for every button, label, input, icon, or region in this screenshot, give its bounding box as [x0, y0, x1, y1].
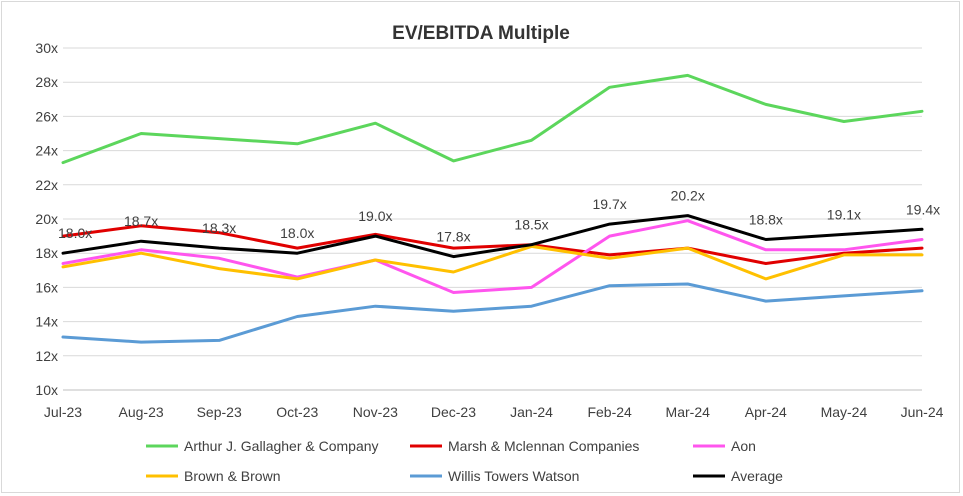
series-line-brown-brown: [61, 244, 924, 281]
x-tick-label: Jan-24: [510, 404, 553, 420]
series-line-marsh-mclennan-companies: [61, 224, 924, 265]
data-label: 18.0x: [58, 225, 92, 241]
data-label: 19.7x: [593, 196, 627, 212]
y-tick-label: 30x: [35, 40, 58, 56]
x-tick-label: Sep-23: [197, 404, 242, 420]
y-tick-label: 14x: [35, 314, 58, 330]
series-line-average: [61, 214, 924, 259]
legend-label: Brown & Brown: [184, 468, 280, 484]
y-tick-label: 22x: [35, 177, 58, 193]
data-labels: 18.0x 18.7x 18.3x 18.0x 19.0x 17.8x 18.5x 19.7x…: [58, 188, 940, 245]
y-tick-label: 12x: [35, 348, 58, 364]
y-tick-label: 26x: [35, 108, 58, 124]
legend-label: Arthur J. Gallagher & Company: [184, 438, 379, 454]
y-tick-label: 10x: [35, 382, 58, 398]
series-line-aon: [61, 219, 924, 294]
legend: Arthur J. Gallagher & Company Marsh & Mcl…: [146, 438, 783, 484]
y-tick-label: 20x: [35, 211, 58, 227]
y-tick-label: 16x: [35, 279, 58, 295]
legend-item: Brown & Brown: [146, 468, 280, 484]
legend-label: Willis Towers Watson: [448, 468, 579, 484]
legend-item: Arthur J. Gallagher & Company: [146, 438, 379, 454]
data-label: 17.8x: [436, 229, 470, 245]
y-tick-label: 24x: [35, 143, 58, 159]
legend-item: Aon: [693, 438, 756, 454]
x-tick-label: Mar-24: [666, 404, 711, 420]
y-tick-label: 28x: [35, 74, 58, 90]
x-tick-label: Feb-24: [587, 404, 632, 420]
legend-label: Average: [731, 468, 783, 484]
legend-label: Aon: [731, 438, 756, 454]
axes: 10x 12x 14x 16x 18x 20x 22x 24x 26x 28x 30x Jul-23 A…: [35, 40, 943, 420]
x-tick-label: May-24: [821, 404, 868, 420]
series-lines: [61, 73, 924, 344]
y-tick-label: 18x: [35, 245, 58, 261]
x-tick-label: Apr-24: [745, 404, 787, 420]
data-label: 19.1x: [827, 206, 861, 222]
data-label: 19.0x: [358, 208, 392, 224]
legend-item: Willis Towers Watson: [410, 468, 579, 484]
data-label: 18.8x: [749, 212, 783, 228]
series-line-arthur-j-gallagher-company: [61, 73, 924, 165]
series-line-willis-towers-watson: [61, 282, 924, 344]
x-tick-label: Aug-23: [119, 404, 164, 420]
x-tick-label: Jul-23: [44, 404, 82, 420]
x-tick-label: Nov-23: [353, 404, 398, 420]
data-label: 18.7x: [124, 213, 158, 229]
data-label: 20.2x: [671, 188, 705, 204]
data-label: 19.4x: [906, 201, 940, 217]
data-label: 18.5x: [514, 217, 548, 233]
data-label: 18.0x: [280, 225, 314, 241]
legend-label: Marsh & Mclennan Companies: [448, 438, 639, 454]
x-tick-label: Jun-24: [901, 404, 944, 420]
x-tick-label: Dec-23: [431, 404, 476, 420]
legend-item: Marsh & Mclennan Companies: [410, 438, 639, 454]
x-tick-label: Oct-23: [276, 404, 318, 420]
legend-item: Average: [693, 468, 783, 484]
gridlines: [63, 47, 922, 391]
data-label: 18.3x: [202, 220, 236, 236]
chart-title: EV/EBITDA Multiple: [392, 23, 570, 44]
